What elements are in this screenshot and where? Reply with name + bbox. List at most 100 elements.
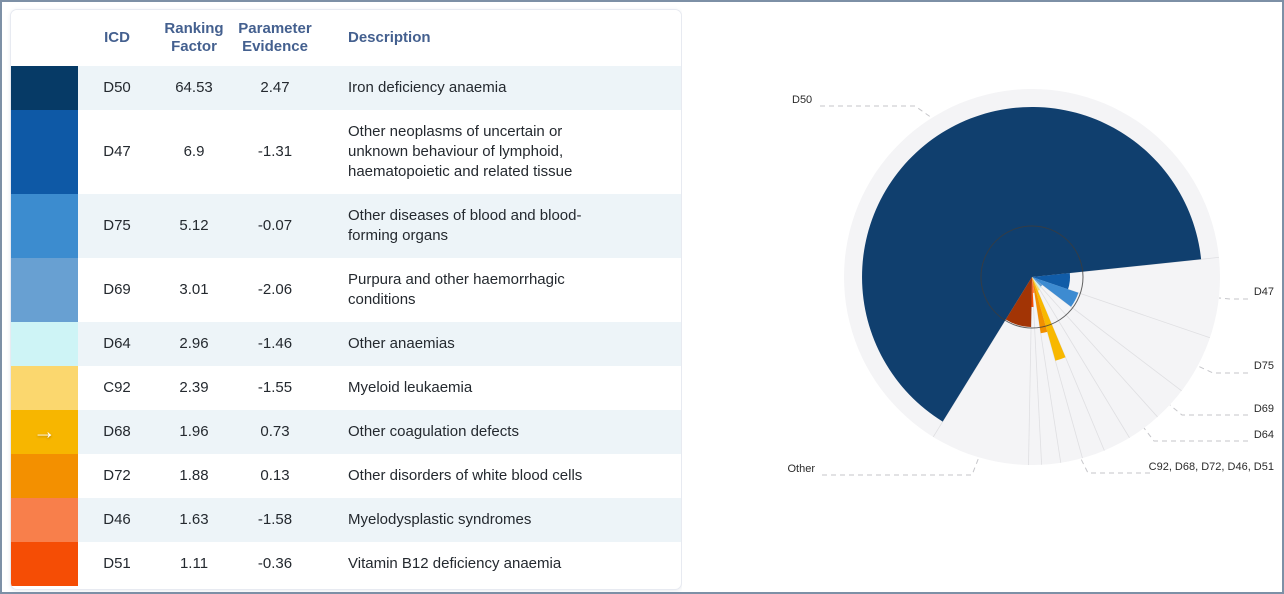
- label-leader-line: [1218, 297, 1248, 300]
- cell-ranking-factor: 1.63: [156, 498, 232, 542]
- cell-parameter-evidence: -1.46: [232, 322, 318, 366]
- cell-ranking-factor: 5.12: [156, 194, 232, 258]
- pie-slice-D72[interactable]: [1032, 277, 1048, 334]
- cell-icd: C92: [103, 379, 131, 396]
- cell-parameter-evidence: -1.55: [257, 379, 293, 396]
- row-color-swatch: [11, 366, 78, 410]
- slice-label: D47: [1254, 286, 1274, 298]
- slice-label: D64: [1254, 429, 1274, 441]
- table-row[interactable]: D72 1.88 0.13 Other disorders of white b…: [11, 454, 681, 498]
- col-header-icd: ICD: [78, 10, 156, 66]
- cell-parameter-evidence: 2.47: [232, 66, 318, 110]
- label-leader-line: [822, 456, 980, 476]
- cell-ranking-factor: 1.11: [179, 555, 209, 572]
- cell-ranking-factor: 2.39: [179, 379, 209, 396]
- cell-ranking-factor: 3.01: [179, 281, 209, 298]
- cell-icd: D50: [78, 66, 156, 110]
- cell-icd: D72: [103, 467, 131, 484]
- table-row[interactable]: D47 6.9 -1.31 Other neoplasms of uncerta…: [11, 110, 681, 194]
- row-color-swatch: [11, 66, 78, 110]
- row-color-swatch: [11, 542, 78, 586]
- cell-parameter-evidence: 0.13: [260, 467, 290, 484]
- row-color-swatch: [11, 454, 78, 498]
- slice-label: Other: [787, 463, 815, 475]
- sector-divider-line: [1031, 276, 1158, 418]
- cell-description: Myeloid leukaemia: [348, 379, 473, 396]
- pie-slice-D75[interactable]: [1032, 277, 1079, 307]
- sector-divider-line: [1031, 276, 1043, 465]
- cell-icd: D64: [78, 322, 156, 366]
- pie-slice-D47[interactable]: [1032, 273, 1071, 290]
- cell-description: Other neoplasms of uncertain or unknown …: [348, 123, 573, 180]
- cell-description: Purpura and other haemorrhagic condition…: [348, 271, 565, 308]
- slice-label: D50: [792, 94, 812, 106]
- cell-icd: D47: [103, 143, 131, 160]
- pie-slice-D69[interactable]: [1032, 277, 1043, 287]
- slice-label: D69: [1254, 403, 1274, 415]
- table-row[interactable]: C92 2.39 -1.55 Myeloid leukaemia: [11, 366, 681, 410]
- cell-parameter-evidence: -0.36: [257, 555, 293, 572]
- table-row[interactable]: D50 64.53 2.47 Iron deficiency anaemia: [11, 66, 681, 110]
- pie-slice-D68[interactable]: [1032, 277, 1066, 361]
- cell-ranking-factor: 64.53: [156, 66, 232, 110]
- cell-description: Other diseases of blood and blood-formin…: [318, 194, 681, 258]
- table-row[interactable]: D51 1.11 -0.36 Vitamin B12 deficiency an…: [11, 542, 681, 586]
- cell-icd: D46: [78, 498, 156, 542]
- cell-parameter-evidence: 0.73: [232, 410, 318, 454]
- row-color-swatch: →: [11, 410, 78, 454]
- col-header-parameter-evidence: Parameter Evidence: [232, 10, 318, 66]
- icd-ranking-table: ICD Ranking Factor Parameter Evidence De…: [11, 10, 681, 586]
- label-leader-line: [820, 105, 933, 119]
- table-row[interactable]: D75 5.12 -0.07 Other diseases of blood a…: [11, 194, 681, 258]
- cell-description: Iron deficiency anaemia: [318, 66, 681, 110]
- cell-description: Other disorders of white blood cells: [348, 467, 583, 484]
- rose-pie-chart: D50 D47 D75 D69 D64 C92, D68, D72, D46, D51 Ot…: [787, 89, 1274, 476]
- label-leader-line: [1143, 427, 1248, 442]
- cell-parameter-evidence: -2.06: [257, 281, 293, 298]
- cell-icd: D68: [78, 410, 156, 454]
- cell-ranking-factor: 6.9: [183, 143, 205, 160]
- row-color-swatch: [11, 194, 78, 258]
- swatch-column-header: [11, 10, 78, 66]
- cell-description: Other anaemias: [318, 322, 681, 366]
- cell-parameter-evidence: -0.07: [232, 194, 318, 258]
- cell-ranking-factor: 2.96: [156, 322, 232, 366]
- cell-ranking-factor: 1.96: [156, 410, 232, 454]
- cell-parameter-evidence: -1.31: [257, 143, 293, 160]
- slice-label: D75: [1254, 360, 1274, 372]
- cell-icd: D75: [78, 194, 156, 258]
- inner-reference-ring: [980, 225, 1084, 329]
- table-row[interactable]: D69 3.01 -2.06 Purpura and other haemorr…: [11, 258, 681, 322]
- row-color-swatch: [11, 110, 78, 194]
- selected-row-arrow-icon: →: [33, 418, 56, 445]
- slice-label: C92, D68, D72, D46, D51: [1149, 461, 1274, 473]
- col-header-ranking-factor: Ranking Factor: [156, 10, 232, 66]
- cell-ranking-factor: 1.88: [179, 467, 209, 484]
- cell-description: Other coagulation defects: [318, 410, 681, 454]
- cell-icd: D51: [103, 555, 131, 572]
- label-leader-line: [1197, 365, 1248, 374]
- table-row[interactable]: → D68 1.96 0.73 Other coagulation defect…: [11, 410, 681, 454]
- cell-description: Vitamin B12 deficiency anaemia: [348, 555, 562, 572]
- table-header: ICD Ranking Factor Parameter Evidence De…: [11, 10, 681, 66]
- col-header-description: Description: [318, 10, 681, 66]
- pie-slice-D50[interactable]: [862, 106, 1202, 422]
- chart-panel: D50 D47 D75 D69 D64 C92, D68, D72, D46, D51 Ot…: [682, 2, 1282, 592]
- label-leader-line: [1080, 458, 1150, 474]
- pie-slice-Other[interactable]: [1005, 277, 1032, 327]
- table-row[interactable]: D64 2.96 -1.46 Other anaemias: [11, 322, 681, 366]
- pie-slice-D51[interactable]: [1031, 277, 1034, 308]
- cell-parameter-evidence: -1.58: [232, 498, 318, 542]
- row-color-swatch: [11, 322, 78, 366]
- cell-description: Myelodysplastic syndromes: [318, 498, 681, 542]
- row-color-swatch: [11, 498, 78, 542]
- cell-icd: D69: [103, 281, 131, 298]
- table-row[interactable]: D46 1.63 -1.58 Myelodysplastic syndromes: [11, 498, 681, 542]
- pie-slice-D64[interactable]: [1032, 277, 1042, 289]
- row-color-swatch: [11, 258, 78, 322]
- sector-divider-line: [1031, 276, 1130, 438]
- label-leader-line: [1169, 404, 1248, 416]
- pie-slice-C92[interactable]: [1032, 277, 1040, 291]
- icd-ranking-table-card: ICD Ranking Factor Parameter Evidence De…: [10, 9, 682, 590]
